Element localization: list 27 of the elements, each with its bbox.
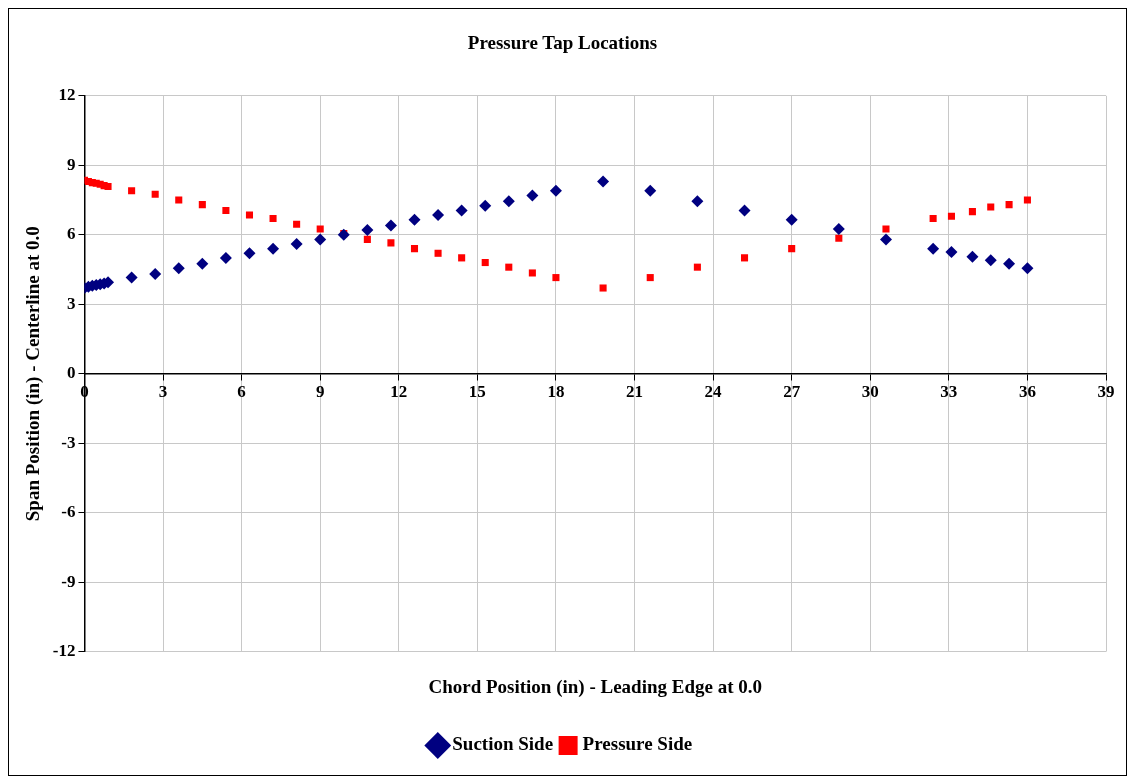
y-tick-label: 12 — [58, 85, 76, 105]
y-tick-label: 9 — [66, 154, 76, 174]
y-tick-label: -6 — [61, 502, 76, 522]
x-tick-label: 12 — [390, 382, 408, 402]
x-tick-label: 9 — [315, 382, 325, 402]
y-axis-title: Span Position (in) - Centerline at 0.0 — [22, 226, 45, 522]
legend-label: Pressure Side — [582, 733, 693, 755]
x-axis-title: Chord Position (in) - Leading Edge at 0.0 — [428, 675, 763, 698]
x-tick-label: 33 — [940, 382, 958, 402]
x-tick-label: 6 — [237, 382, 246, 402]
y-tick-label: -3 — [61, 432, 76, 452]
x-tick-label: 39 — [1097, 382, 1115, 402]
y-tick-label: 6 — [66, 224, 76, 244]
y-tick-label: 0 — [66, 363, 76, 383]
chart-title: Pressure Tap Locations — [467, 32, 658, 54]
x-tick-label: 21 — [626, 382, 644, 402]
y-tick-label: 3 — [66, 293, 76, 313]
x-tick-label: 36 — [1018, 382, 1036, 402]
x-tick-label: 24 — [704, 382, 723, 402]
y-tick-label: -9 — [61, 571, 76, 591]
x-tick-label: 15 — [468, 382, 486, 402]
legend-label: Suction Side — [452, 733, 554, 755]
y-tick-label: -12 — [52, 640, 76, 660]
x-tick-label: 3 — [158, 382, 168, 402]
x-tick-label: 18 — [547, 382, 565, 402]
x-tick-label: 27 — [783, 382, 801, 402]
x-tick-label: 30 — [861, 382, 879, 402]
